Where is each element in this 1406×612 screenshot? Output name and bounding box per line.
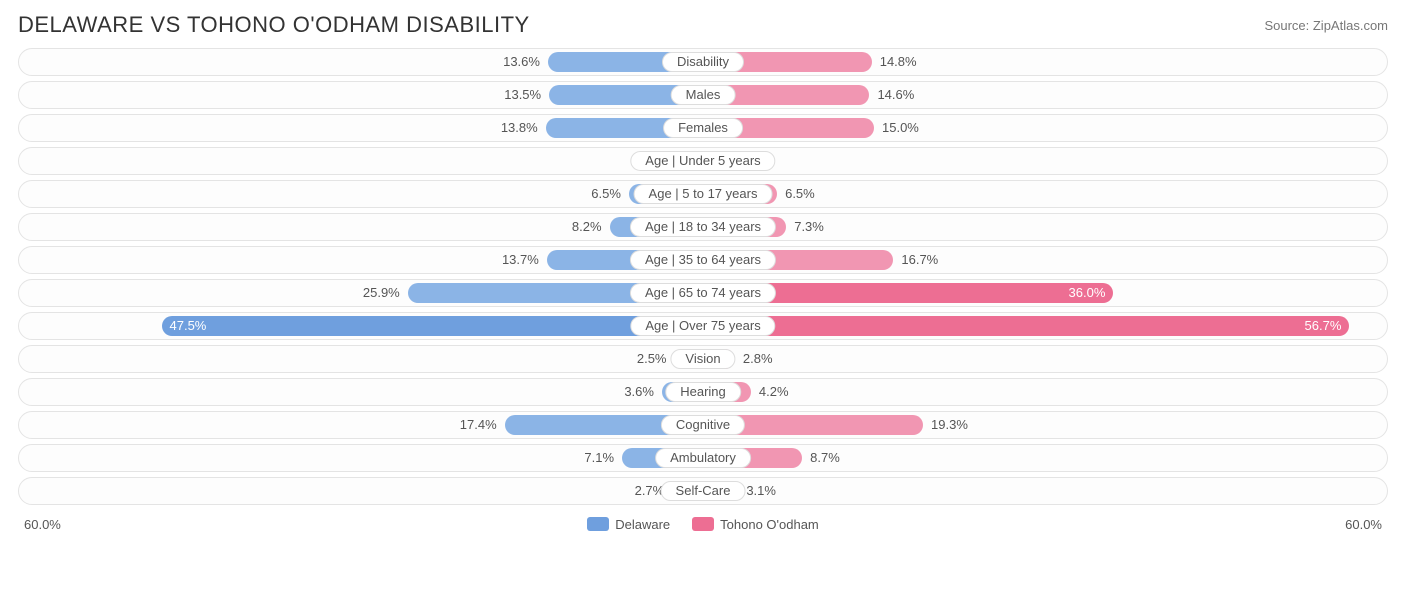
value-left: 13.8% xyxy=(501,115,538,143)
category-label: Males xyxy=(671,85,736,105)
category-label: Vision xyxy=(670,349,735,369)
data-row: 6.5% 6.5% Age | 5 to 17 years xyxy=(18,180,1388,208)
category-label: Age | 35 to 64 years xyxy=(630,250,776,270)
legend-label: Delaware xyxy=(615,517,670,532)
value-right: 36.0% xyxy=(1069,280,1114,308)
value-left: 13.5% xyxy=(504,82,541,110)
category-label: Cognitive xyxy=(661,415,745,435)
value-right: 14.6% xyxy=(877,82,914,110)
legend-swatch xyxy=(692,517,714,531)
value-left: 7.1% xyxy=(584,445,614,473)
source-attribution: Source: ZipAtlas.com xyxy=(1264,12,1388,33)
legend-item: Tohono O'odham xyxy=(692,517,819,532)
value-left: 17.4% xyxy=(460,412,497,440)
header: DELAWARE VS TOHONO O'ODHAM DISABILITY So… xyxy=(0,0,1406,48)
chart-container: DELAWARE VS TOHONO O'ODHAM DISABILITY So… xyxy=(0,0,1406,538)
value-right: 8.7% xyxy=(810,445,840,473)
value-right: 56.7% xyxy=(1305,313,1350,341)
data-row: 47.5% 56.7% Age | Over 75 years xyxy=(18,312,1388,340)
axis-max-left: 60.0% xyxy=(24,517,61,532)
data-row: 1.5%2.2%Age | Under 5 years xyxy=(18,147,1388,175)
value-right: 7.3% xyxy=(794,214,824,242)
data-row: 3.6% 4.2% Hearing xyxy=(18,378,1388,406)
chart-footer: 60.0% Delaware Tohono O'odham 60.0% xyxy=(0,510,1406,538)
data-row: 13.8% 15.0% Females xyxy=(18,114,1388,142)
value-right: 19.3% xyxy=(931,412,968,440)
value-left: 6.5% xyxy=(591,181,621,209)
legend-swatch xyxy=(587,517,609,531)
legend-item: Delaware xyxy=(587,517,670,532)
value-right: 4.2% xyxy=(759,379,789,407)
data-row: 13.7% 16.7% Age | 35 to 64 years xyxy=(18,246,1388,274)
data-row: 13.6% 14.8% Disability xyxy=(18,48,1388,76)
value-left: 13.6% xyxy=(503,49,540,77)
chart-title: DELAWARE VS TOHONO O'ODHAM DISABILITY xyxy=(18,12,530,38)
category-label: Self-Care xyxy=(661,481,746,501)
value-left: 25.9% xyxy=(363,280,400,308)
value-left: 47.5% xyxy=(162,313,698,341)
axis-max-right: 60.0% xyxy=(1345,517,1382,532)
value-right: 16.7% xyxy=(901,247,938,275)
category-label: Hearing xyxy=(665,382,741,402)
category-label: Females xyxy=(663,118,743,138)
legend-label: Tohono O'odham xyxy=(720,517,819,532)
value-left: 8.2% xyxy=(572,214,602,242)
data-row: 17.4% 19.3% Cognitive xyxy=(18,411,1388,439)
data-row: 13.5% 14.6% Males xyxy=(18,81,1388,109)
data-row: 7.1% 8.7% Ambulatory xyxy=(18,444,1388,472)
value-left: 2.5% xyxy=(637,346,667,374)
category-label: Disability xyxy=(662,52,744,72)
category-label: Ambulatory xyxy=(655,448,751,468)
data-row: 25.9% 36.0% Age | 65 to 74 years xyxy=(18,279,1388,307)
data-row: 8.2% 7.3% Age | 18 to 34 years xyxy=(18,213,1388,241)
category-label: Age | Under 5 years xyxy=(630,151,775,171)
value-right: 3.1% xyxy=(746,478,776,506)
bar-right xyxy=(703,316,1349,336)
category-label: Age | Over 75 years xyxy=(630,316,775,336)
legend: Delaware Tohono O'odham xyxy=(587,517,819,532)
category-label: Age | 65 to 74 years xyxy=(630,283,776,303)
value-right: 2.8% xyxy=(743,346,773,374)
value-left: 3.6% xyxy=(624,379,654,407)
data-row: 2.7%3.1%Self-Care xyxy=(18,477,1388,505)
value-right: 14.8% xyxy=(880,49,917,77)
value-left: 13.7% xyxy=(502,247,539,275)
chart-area: 13.6% 14.8% Disability 13.5% 14.6% Males 13.8%… xyxy=(0,48,1406,505)
value-right: 15.0% xyxy=(882,115,919,143)
data-row: 2.5% 2.8% Vision xyxy=(18,345,1388,373)
category-label: Age | 5 to 17 years xyxy=(634,184,773,204)
value-right: 6.5% xyxy=(785,181,815,209)
category-label: Age | 18 to 34 years xyxy=(630,217,776,237)
